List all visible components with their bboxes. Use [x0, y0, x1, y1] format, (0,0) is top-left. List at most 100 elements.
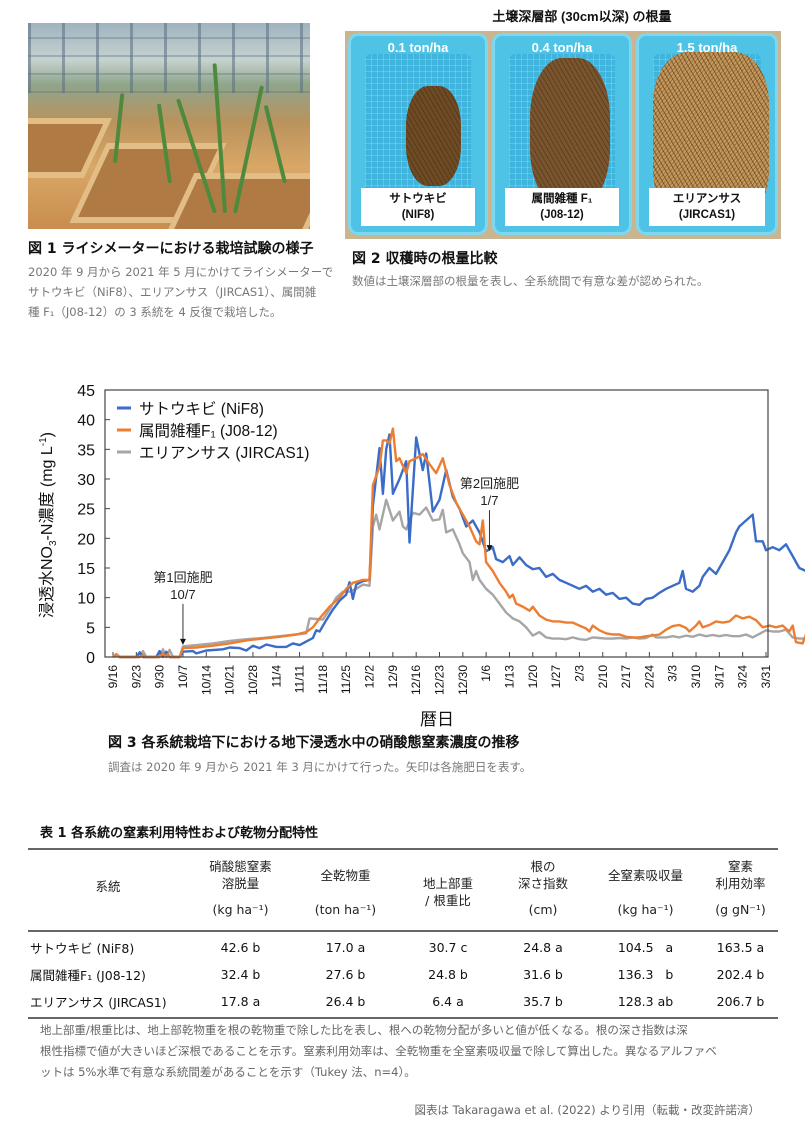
x-axis: 9/16 9/23 9/30 10/7 10/14 10/21 10/28 11/4 11/11…: [106, 652, 773, 695]
y-tick-label: 0: [86, 650, 95, 667]
x-tick-label: 10/28: [246, 665, 260, 695]
column-name-line: 全乾物重: [320, 868, 371, 883]
root-amount: 0.4 ton/ha: [531, 40, 593, 55]
figure2-caption: 数値は土壌深層部の根量を表し、全系統間で有意な差が認められた。: [352, 274, 709, 288]
series-line: [112, 433, 805, 659]
y-tick-label: 30: [77, 472, 95, 489]
root-amount: 0.1 ton/ha: [387, 40, 449, 55]
table-cell: 6.4 a: [432, 993, 464, 1009]
chart-series: [112, 427, 805, 659]
y-tick-label: 20: [77, 531, 95, 548]
x-tick-label: 1/13: [502, 665, 516, 689]
x-tick-label: 10/21: [223, 665, 237, 695]
column-unit: (cm): [528, 902, 558, 917]
y-tick-label: 40: [77, 413, 95, 430]
table1-note: 地上部重/根重比は、地上部乾物重を根の乾物重で除した比を表し、根への乾物分配が多…: [40, 1020, 760, 1083]
figure1-caption: 2020 年 9 月から 2021 年 5 月にかけてライシメーターで サトウキ…: [28, 262, 348, 322]
column-header: 全窒素吸収量 (kg ha⁻¹): [588, 850, 703, 930]
x-tick-label: 1/27: [549, 665, 563, 689]
x-tick-label: 11/11: [293, 665, 307, 694]
table-cell: 206.7 b: [716, 993, 765, 1009]
column-header: 系統: [28, 850, 188, 930]
tray-hybrid: 0.4 ton/ha 属間雑種 F₁ (J08-12): [492, 33, 632, 235]
legend-label: 属間雑種F₁ (J08-12): [139, 422, 278, 440]
caption-line: 種 F₁（J08-12）の 3 系統を 4 反復で栽培した。: [28, 305, 282, 319]
table-cell: 26.4 b: [325, 993, 366, 1009]
x-tick-label: 2/3: [572, 665, 586, 682]
table-bottom-rule: [28, 1016, 778, 1019]
x-tick-label: 12/16: [409, 665, 423, 695]
table-body: サトウキビ (NiF8) 42.6 b 17.0 a 30.7 c 24.8 a 104.…: [28, 932, 778, 1017]
column-name-line: 利用効率: [715, 876, 766, 891]
x-tick-label: 11/4: [269, 665, 283, 688]
column-name: 全乾物重: [293, 867, 398, 884]
figure3-title: 図 3 各系統栽培下における地下浸透水中の硝酸態窒素濃度の推移: [108, 735, 520, 751]
column-name: 根の 深さ指数: [498, 858, 588, 892]
tray-name: サトウキビ: [389, 193, 447, 205]
table-header-rule: [28, 930, 778, 932]
column-name-line: 系統: [95, 879, 121, 894]
plot-frame: [104, 389, 769, 658]
x-tick-label: 12/9: [386, 665, 400, 689]
tray-label: エリアンサス (JIRCAS1): [649, 188, 765, 226]
y-tick-label: 25: [77, 502, 95, 519]
figure1-title: 図 1 ライシメーターにおける栽培試験の様子: [28, 241, 314, 257]
x-tick-label: 3/3: [666, 665, 680, 682]
note-line: 根性指標で値が大きいほど深根であることを示す。窒素利用効率は、全乾物重を全窒素吸…: [40, 1044, 717, 1058]
x-tick-label: 11/18: [316, 665, 330, 694]
table-cell: 27.6 b: [325, 966, 366, 982]
figure3-caption: 調査は 2020 年 9 月から 2021 年 3 月にかけて行った。矢印は各施…: [108, 760, 532, 774]
x-tick-label: 9/30: [153, 665, 167, 689]
x-tick-label: 1/6: [479, 665, 493, 682]
x-tick-label: 2/24: [642, 665, 656, 689]
column-name: 窒素 利用効率: [703, 858, 778, 892]
column-name-line: 全窒素吸収量: [607, 868, 683, 883]
chart-legend: サトウキビ (NiF8) 属間雑種F₁ (J08-12) エリアンサス (JIRCA…: [117, 400, 309, 462]
tray-code: (JIRCAS1): [678, 209, 736, 221]
caption-line: サトウキビ（NiF8）、エリアンサス（JIRCAS1）、属間雑: [28, 285, 317, 299]
table-cell: 35.7 b: [523, 993, 563, 1009]
chart-annotations: 第1回施肥 10/7 第2回施肥 1/7: [153, 476, 519, 645]
x-tick-label: 9/16: [106, 665, 120, 689]
table-cell: 属間雑種F₁ (J08-12): [30, 967, 146, 983]
x-tick-label: 9/23: [129, 665, 143, 689]
table-cell: 17.8 a: [220, 993, 261, 1009]
table-cell: 24.8 a: [523, 939, 563, 955]
x-tick-label: 3/17: [712, 665, 726, 689]
table-cell: 17.0 a: [325, 939, 366, 955]
root-trays-photo: 0.1 ton/ha サトウキビ (NIF8) 0.4 ton/ha 属間雑種 F…: [345, 31, 781, 239]
root-mass: [530, 58, 610, 208]
column-name-line: [398, 858, 498, 875]
table-cell: 202.4 b: [716, 966, 765, 982]
tray-code: (J08-12): [540, 209, 584, 221]
arrow-down-icon: [179, 638, 186, 645]
column-unit: (g gN⁻¹): [715, 902, 766, 917]
table-row: サトウキビ (NiF8) 42.6 b 17.0 a 30.7 c 24.8 a 104.…: [28, 934, 778, 961]
x-tick-label: 3/31: [759, 665, 773, 689]
root-mass: [406, 86, 461, 186]
column-name-line: 根の: [530, 859, 556, 874]
nitrate-chart: 0 5 10 15 20 25 30 35 40 45 9/16 9/23 9/30 10/7 10/14…: [38, 383, 805, 729]
x-tick-label: 12/23: [433, 665, 447, 695]
table-cell: 136.3 b: [617, 966, 674, 982]
column-name-line: 硝酸態窒素: [209, 859, 272, 874]
table-cell: 163.5 a: [716, 939, 765, 955]
x-tick-label: 10/7: [176, 665, 190, 689]
table-cell: 24.8 b: [428, 966, 468, 982]
sugarcane-plant: [263, 104, 287, 184]
column-header: 根の深さ指数 (cm): [498, 850, 588, 930]
y-tick-label: 5: [86, 620, 95, 637]
table-header: 系統 硝酸態窒素 溶脱量 (kg ha⁻¹) 全乾物重 (ton ha⁻¹) 地上部重 / …: [28, 850, 778, 930]
column-name: 全窒素吸収量: [588, 867, 703, 884]
table-row: エリアンサス (JIRCAS1) 17.8 a 26.4 b 6.4 a 35.7 b 1…: [28, 988, 778, 1015]
x-tick-label: 3/10: [689, 665, 703, 689]
column-unit: (kg ha⁻¹): [617, 902, 674, 917]
table1: 系統 硝酸態窒素 溶脱量 (kg ha⁻¹) 全乾物重 (ton ha⁻¹) 地上部重 / …: [28, 848, 778, 1019]
y-axis: 0 5 10 15 20 25 30 35 40 45: [77, 383, 110, 667]
table-cell: 128.3 ab: [617, 993, 674, 1009]
column-name: 地上部重 / 根重比: [398, 858, 498, 909]
column-unit: (ton ha⁻¹): [314, 902, 377, 917]
x-axis-label: 暦日: [420, 710, 454, 729]
fertilization-date: 1/7: [480, 493, 498, 508]
column-name-line: 深さ指数: [517, 876, 568, 891]
